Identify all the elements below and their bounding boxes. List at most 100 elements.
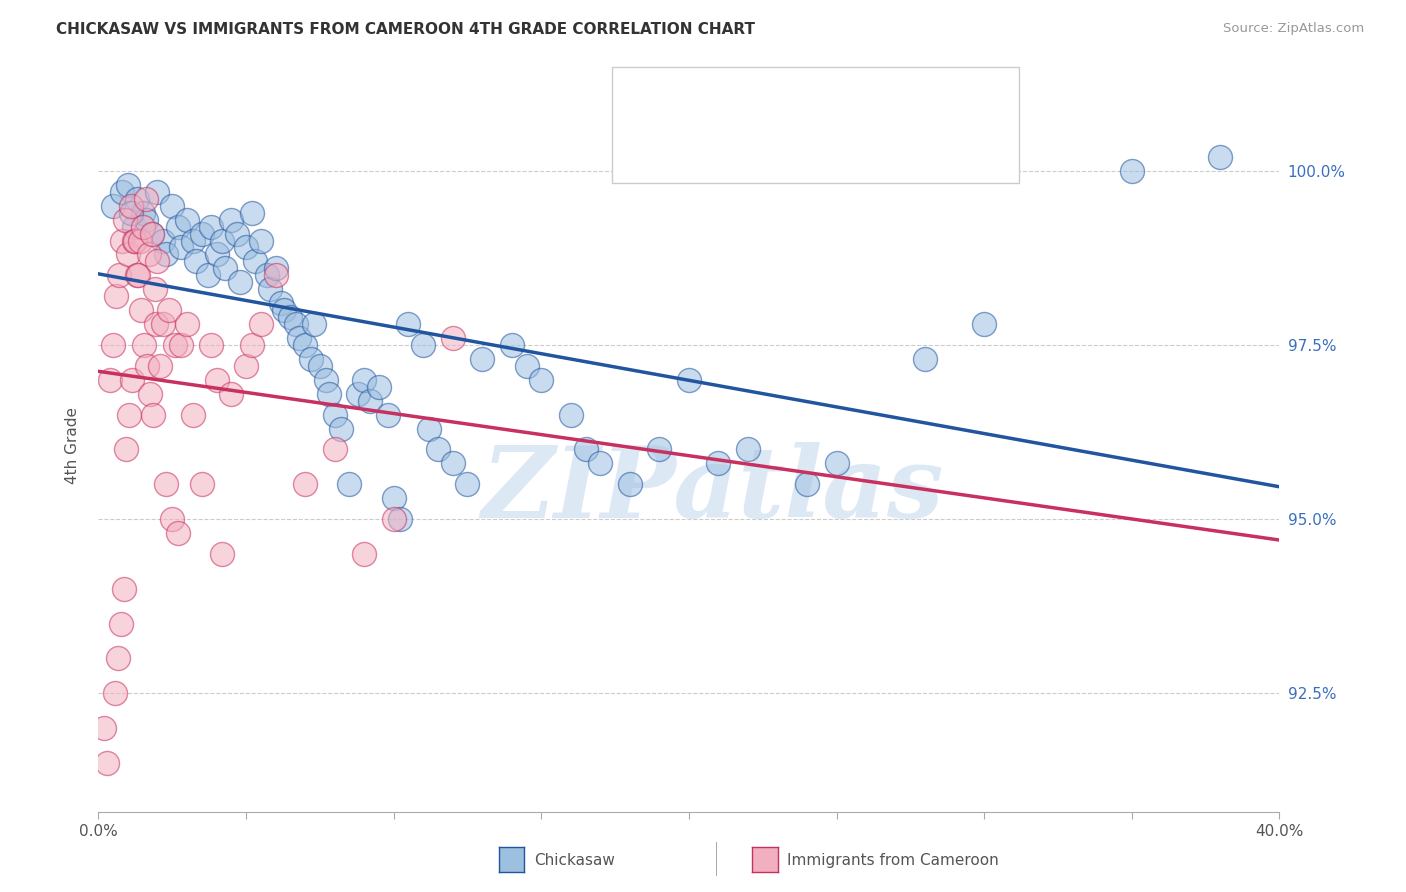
Point (359, 393, 381, 408)
Point (221, 212, 243, 227)
Point (456, 477, 478, 491)
Point (441, 331, 464, 345)
Point (117, 178, 139, 192)
Point (259, 282, 281, 296)
Point (221, 386, 243, 401)
Point (235, 359, 257, 373)
Text: CHICKASAW VS IMMIGRANTS FROM CAMEROON 4TH GRADE CORRELATION CHART: CHICKASAW VS IMMIGRANTS FROM CAMEROON 4T… (56, 22, 755, 37)
Point (118, 408, 141, 422)
Point (191, 477, 214, 491)
Point (323, 408, 346, 422)
Point (146, 185, 169, 199)
Point (134, 338, 156, 352)
Point (132, 219, 155, 234)
Point (155, 247, 177, 261)
Point (323, 442, 346, 457)
Point (170, 240, 193, 254)
Point (235, 240, 257, 254)
Point (339, 477, 360, 491)
Point (427, 442, 450, 457)
Point (200, 338, 222, 352)
Point (176, 317, 198, 331)
Point (122, 234, 145, 248)
Point (270, 296, 292, 310)
Point (353, 373, 375, 387)
Point (162, 512, 183, 526)
Point (619, 477, 641, 491)
Point (589, 457, 612, 471)
Point (120, 205, 142, 219)
Point (145, 317, 167, 331)
Point (648, 442, 671, 457)
Point (197, 268, 219, 283)
Text: ZIPatlas: ZIPatlas (481, 442, 943, 538)
Point (139, 386, 162, 401)
Point (574, 442, 596, 457)
Point (388, 512, 411, 526)
Point (170, 338, 193, 352)
Point (167, 219, 190, 234)
Point (93, 721, 115, 735)
Point (914, 351, 936, 366)
Point (114, 212, 136, 227)
Point (329, 421, 352, 435)
Point (530, 373, 553, 387)
Point (294, 477, 316, 491)
Point (184, 254, 207, 268)
Point (115, 442, 138, 457)
Text: R =  0.311   N = 79: R = 0.311 N = 79 (672, 94, 848, 112)
Point (278, 310, 302, 325)
Point (141, 227, 163, 241)
Text: Chickasaw: Chickasaw (534, 854, 616, 868)
Point (103, 338, 125, 352)
Point (155, 477, 177, 491)
Text: Source: ZipAtlas.com: Source: ZipAtlas.com (1223, 22, 1364, 36)
Point (368, 380, 391, 394)
Point (132, 205, 155, 219)
Point (471, 351, 494, 366)
Point (176, 212, 198, 227)
Point (129, 303, 152, 318)
Point (250, 234, 273, 248)
Point (135, 212, 157, 227)
Point (146, 254, 169, 268)
Point (141, 227, 163, 241)
Point (110, 616, 132, 631)
Point (152, 234, 174, 248)
Point (347, 386, 370, 401)
Point (167, 526, 190, 541)
Point (96, 756, 118, 770)
Point (127, 268, 149, 283)
Point (264, 261, 287, 276)
Point (165, 338, 187, 352)
Point (112, 582, 135, 596)
Point (240, 205, 263, 219)
Point (181, 408, 204, 422)
Point (98, 373, 121, 387)
Point (211, 547, 233, 561)
Point (226, 227, 249, 241)
Point (117, 247, 139, 261)
Point (181, 234, 204, 248)
Point (396, 317, 419, 331)
Point (162, 199, 183, 213)
Point (120, 199, 142, 213)
Point (142, 408, 165, 422)
Point (256, 268, 278, 283)
Point (678, 373, 700, 387)
Point (240, 338, 263, 352)
Point (1121, 164, 1143, 178)
Point (294, 338, 316, 352)
Point (318, 386, 340, 401)
Point (1209, 150, 1232, 164)
Point (136, 359, 159, 373)
Point (516, 359, 538, 373)
Point (707, 457, 730, 471)
Point (382, 512, 405, 526)
Text: Immigrants from Cameroon: Immigrants from Cameroon (787, 854, 1000, 868)
Point (108, 268, 131, 283)
Point (309, 359, 332, 373)
Point (125, 268, 148, 283)
Point (353, 547, 375, 561)
Point (152, 317, 174, 331)
